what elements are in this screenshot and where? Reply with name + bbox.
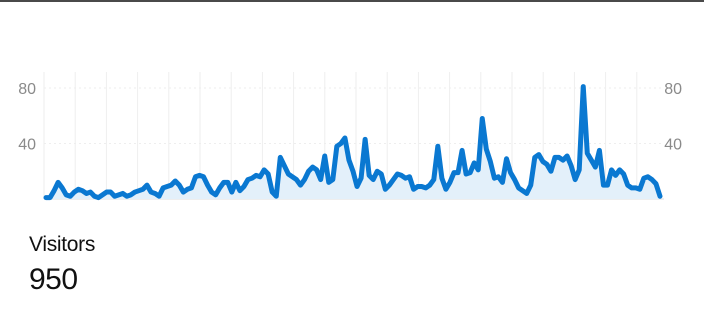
data-point [588,157,594,163]
data-point [273,193,279,199]
stat-label: Visitors [29,233,96,256]
data-point [435,143,441,149]
y-tick-label-right: 40 [664,137,682,154]
data-point [479,116,485,122]
visitors-series-line [43,84,663,201]
data-point [330,177,336,183]
data-point [338,141,344,147]
data-point [657,193,663,199]
data-point [47,195,53,201]
data-point [201,174,207,180]
data-point [584,150,590,156]
stat-value: 950 [29,263,78,296]
data-point [471,160,477,166]
y-tick-label-left: 80 [18,81,36,98]
data-point [350,168,356,174]
data-point [241,184,247,190]
data-point [213,192,219,198]
data-point [293,177,299,183]
data-point [508,170,514,176]
data-point [156,193,162,199]
data-point [431,177,437,183]
data-point [427,182,433,188]
data-point [613,172,619,178]
data-point [390,177,396,183]
data-point [548,168,554,174]
data-point [459,147,465,153]
data-point [524,190,530,196]
data-point [378,171,384,177]
data-point [144,182,150,188]
data-point [225,179,231,185]
data-point [653,181,659,187]
data-point [637,186,643,192]
data-point [568,163,574,169]
data-point [475,167,481,173]
data-point [318,177,324,183]
data-point [604,182,610,188]
data-point [55,179,61,185]
data-point [51,188,57,194]
data-point [447,179,453,185]
y-tick-label-left: 40 [18,137,36,154]
data-point [528,182,534,188]
data-point [342,135,348,141]
data-point [576,167,582,173]
data-point [217,185,223,191]
data-point [370,177,376,183]
data-point [596,147,602,153]
data-point [455,170,461,176]
data-point [512,177,518,183]
data-point [277,154,283,160]
data-point [354,184,360,190]
data-point [314,167,320,173]
chart-y-ticks: 80 40 80 40 [18,81,682,154]
data-point [362,136,368,142]
data-point [346,157,352,163]
data-point [467,170,473,176]
data-point [609,167,615,173]
data-point [439,175,445,181]
data-point [536,152,542,158]
data-point [188,185,194,191]
data-point [229,189,235,195]
data-point [358,175,364,181]
y-tick-label-right: 80 [664,81,682,98]
data-point [499,179,505,185]
data-point [257,174,263,180]
data-point [59,185,65,191]
data-point [495,174,501,180]
data-point [205,182,211,188]
data-point [176,182,182,188]
chart-line-layer [43,84,663,201]
data-point [265,171,271,177]
data-point [487,159,493,165]
data-point [233,179,239,185]
data-point [483,146,489,152]
data-point [302,177,308,183]
data-point [544,161,550,167]
data-point [572,177,578,183]
data-point [322,153,328,159]
data-point [281,163,287,169]
data-point [386,182,392,188]
data-point [621,171,627,177]
data-point [564,153,570,159]
data-point [443,186,449,192]
data-point [504,156,510,162]
data-point [592,164,598,170]
visitors-stat: Visitors 950 [29,232,95,298]
data-point [580,84,586,90]
data-point [407,174,413,180]
data-point [297,182,303,188]
